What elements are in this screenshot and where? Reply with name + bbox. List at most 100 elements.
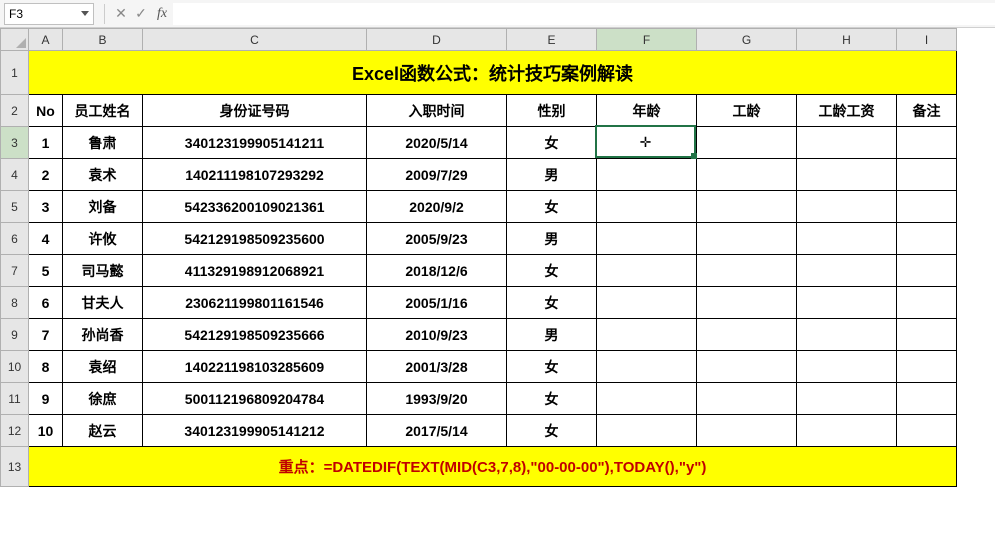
row-header[interactable]: 8 bbox=[1, 287, 29, 319]
row-header[interactable]: 4 bbox=[1, 159, 29, 191]
cell-sex[interactable]: 女 bbox=[507, 127, 597, 159]
cell-tenure[interactable] bbox=[697, 319, 797, 351]
cell-id[interactable]: 500112196809204784 bbox=[143, 383, 367, 415]
chevron-down-icon[interactable] bbox=[81, 11, 89, 16]
cell-tenure[interactable] bbox=[697, 159, 797, 191]
col-header[interactable]: C bbox=[143, 29, 367, 51]
worksheet-grid[interactable]: A B C D E F G H I 1Excel函数公式：统计技巧案例解读2No… bbox=[0, 28, 995, 553]
cell-age[interactable] bbox=[597, 319, 697, 351]
cell-no[interactable]: 9 bbox=[29, 383, 63, 415]
row-header[interactable]: 2 bbox=[1, 95, 29, 127]
cell-age[interactable] bbox=[597, 415, 697, 447]
cell-no[interactable]: 6 bbox=[29, 287, 63, 319]
cell-note[interactable] bbox=[897, 159, 957, 191]
cell-note[interactable] bbox=[897, 127, 957, 159]
cell-tenure[interactable] bbox=[697, 223, 797, 255]
cell-hire[interactable]: 2017/5/14 bbox=[367, 415, 507, 447]
cell-sex[interactable]: 女 bbox=[507, 287, 597, 319]
cell-name[interactable]: 刘备 bbox=[63, 191, 143, 223]
cell-sex[interactable]: 女 bbox=[507, 415, 597, 447]
cell-hire[interactable]: 2020/9/2 bbox=[367, 191, 507, 223]
cell-salary[interactable] bbox=[797, 383, 897, 415]
cell-note[interactable] bbox=[897, 383, 957, 415]
cell-id[interactable]: 542336200109021361 bbox=[143, 191, 367, 223]
cell-age[interactable] bbox=[597, 287, 697, 319]
cell-salary[interactable] bbox=[797, 223, 897, 255]
col-header[interactable]: G bbox=[697, 29, 797, 51]
cell-name[interactable]: 甘夫人 bbox=[63, 287, 143, 319]
cell-tenure[interactable] bbox=[697, 191, 797, 223]
cell-no[interactable]: 7 bbox=[29, 319, 63, 351]
cell-name[interactable]: 司马懿 bbox=[63, 255, 143, 287]
cell-note[interactable] bbox=[897, 287, 957, 319]
cell-id[interactable]: 140211198107293292 bbox=[143, 159, 367, 191]
cell-salary[interactable] bbox=[797, 287, 897, 319]
cell-no[interactable]: 3 bbox=[29, 191, 63, 223]
cell-sex[interactable]: 女 bbox=[507, 255, 597, 287]
cell-hire[interactable]: 2018/12/6 bbox=[367, 255, 507, 287]
cell-hire[interactable]: 2001/3/28 bbox=[367, 351, 507, 383]
fx-label[interactable]: fx bbox=[157, 6, 167, 22]
cell-tenure[interactable] bbox=[697, 351, 797, 383]
cell-name[interactable]: 鲁肃 bbox=[63, 127, 143, 159]
select-all-corner[interactable] bbox=[1, 29, 29, 51]
cell-hire[interactable]: 2009/7/29 bbox=[367, 159, 507, 191]
cell-name[interactable]: 许攸 bbox=[63, 223, 143, 255]
row-header[interactable]: 10 bbox=[1, 351, 29, 383]
cell-sex[interactable]: 男 bbox=[507, 159, 597, 191]
col-header[interactable]: A bbox=[29, 29, 63, 51]
cell-id[interactable]: 340123199905141212 bbox=[143, 415, 367, 447]
cell-tenure[interactable] bbox=[697, 287, 797, 319]
name-box[interactable]: F3 bbox=[4, 3, 94, 25]
cell-sex[interactable]: 女 bbox=[507, 383, 597, 415]
cell-id[interactable]: 542129198509235600 bbox=[143, 223, 367, 255]
cell-name[interactable]: 孙尚香 bbox=[63, 319, 143, 351]
cell-no[interactable]: 10 bbox=[29, 415, 63, 447]
cell-name[interactable]: 袁术 bbox=[63, 159, 143, 191]
cell-tenure[interactable] bbox=[697, 383, 797, 415]
cell-no[interactable]: 1 bbox=[29, 127, 63, 159]
cell-name[interactable]: 徐庶 bbox=[63, 383, 143, 415]
cell-age[interactable] bbox=[597, 159, 697, 191]
cell-note[interactable] bbox=[897, 351, 957, 383]
cell-sex[interactable]: 男 bbox=[507, 319, 597, 351]
cell-sex[interactable]: 女 bbox=[507, 351, 597, 383]
col-header[interactable]: B bbox=[63, 29, 143, 51]
col-header[interactable]: I bbox=[897, 29, 957, 51]
cell-age[interactable] bbox=[597, 255, 697, 287]
cell-no[interactable]: 2 bbox=[29, 159, 63, 191]
cell-no[interactable]: 4 bbox=[29, 223, 63, 255]
cell-age[interactable] bbox=[597, 223, 697, 255]
cell-salary[interactable] bbox=[797, 351, 897, 383]
cell-id[interactable]: 230621199801161546 bbox=[143, 287, 367, 319]
cell-salary[interactable] bbox=[797, 127, 897, 159]
cell-hire[interactable]: 1993/9/20 bbox=[367, 383, 507, 415]
col-header[interactable]: E bbox=[507, 29, 597, 51]
row-header[interactable]: 7 bbox=[1, 255, 29, 287]
cell-sex[interactable]: 女 bbox=[507, 191, 597, 223]
row-header[interactable]: 9 bbox=[1, 319, 29, 351]
cell-id[interactable]: 411329198912068921 bbox=[143, 255, 367, 287]
cell-id[interactable]: 542129198509235666 bbox=[143, 319, 367, 351]
cell-no[interactable]: 5 bbox=[29, 255, 63, 287]
cell-no[interactable]: 8 bbox=[29, 351, 63, 383]
cell-tenure[interactable] bbox=[697, 415, 797, 447]
row-header[interactable]: 13 bbox=[1, 447, 29, 487]
cell-age[interactable] bbox=[597, 383, 697, 415]
col-header[interactable]: H bbox=[797, 29, 897, 51]
cell-hire[interactable]: 2010/9/23 bbox=[367, 319, 507, 351]
cell-hire[interactable]: 2005/1/16 bbox=[367, 287, 507, 319]
cell-salary[interactable] bbox=[797, 415, 897, 447]
cell-tenure[interactable] bbox=[697, 255, 797, 287]
cell-salary[interactable] bbox=[797, 255, 897, 287]
formula-input[interactable] bbox=[173, 3, 995, 25]
cell-salary[interactable] bbox=[797, 159, 897, 191]
row-header[interactable]: 6 bbox=[1, 223, 29, 255]
cell-age[interactable] bbox=[597, 191, 697, 223]
cell-name[interactable]: 赵云 bbox=[63, 415, 143, 447]
row-header[interactable]: 11 bbox=[1, 383, 29, 415]
cell-tenure[interactable] bbox=[697, 127, 797, 159]
cell-name[interactable]: 袁绍 bbox=[63, 351, 143, 383]
cell-note[interactable] bbox=[897, 415, 957, 447]
row-header[interactable]: 5 bbox=[1, 191, 29, 223]
